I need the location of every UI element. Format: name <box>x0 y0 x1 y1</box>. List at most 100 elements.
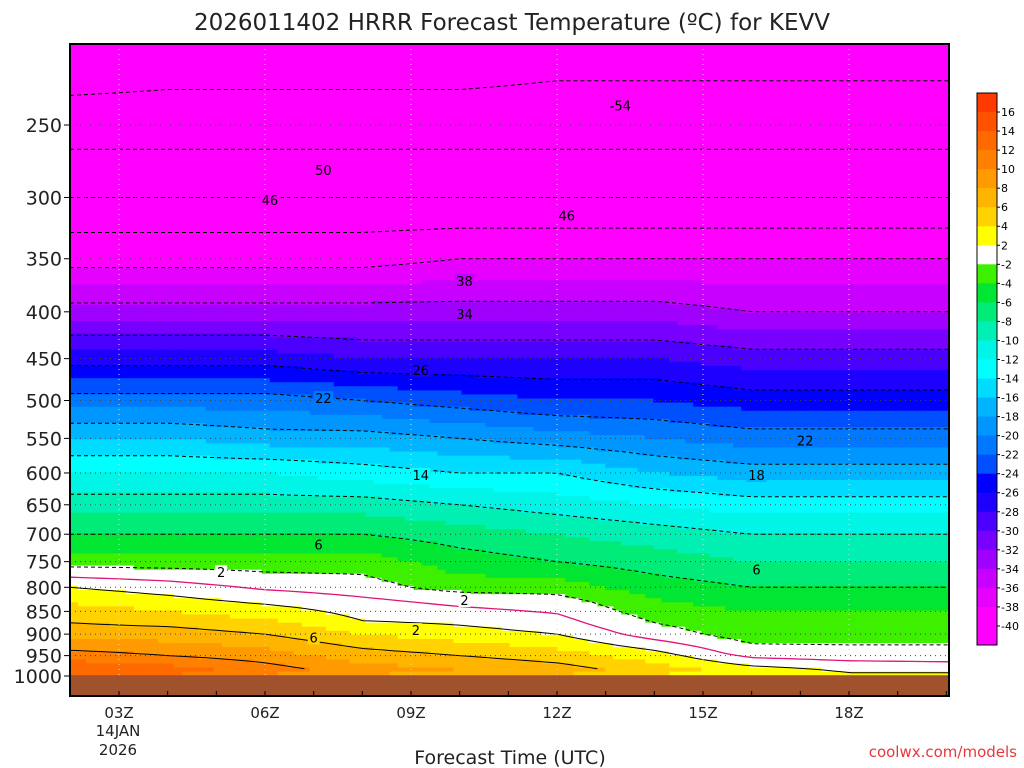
temperature-cell <box>261 439 271 444</box>
temperature-cell <box>277 280 287 286</box>
temperature-cell <box>117 48 127 53</box>
temperature-cell <box>117 602 127 607</box>
temperature-cell <box>101 524 111 530</box>
temperature-cell <box>277 158 287 163</box>
temperature-cell <box>269 109 279 114</box>
temperature-cell <box>253 215 263 220</box>
temperature-cell <box>157 427 167 432</box>
temperature-cell <box>181 129 191 135</box>
temperature-cell <box>189 361 199 367</box>
temperature-cell <box>269 239 279 245</box>
temperature-cell <box>117 533 127 538</box>
temperature-cell <box>301 162 311 167</box>
temperature-cell <box>85 235 95 241</box>
temperature-cell <box>133 125 143 131</box>
temperature-cell <box>85 117 95 123</box>
temperature-cell <box>70 64 79 70</box>
temperature-cell <box>125 88 135 94</box>
temperature-cell <box>301 528 311 534</box>
temperature-cell <box>205 439 215 444</box>
temperature-cell <box>133 402 143 408</box>
temperature-cell <box>285 231 295 237</box>
temperature-cell <box>117 471 127 477</box>
temperature-cell <box>229 512 239 518</box>
temperature-cell <box>125 541 135 546</box>
temperature-cell <box>109 561 119 567</box>
temperature-cell <box>109 370 119 375</box>
temperature-cell <box>133 451 143 457</box>
temperature-cell <box>109 312 119 318</box>
temperature-cell <box>277 647 287 652</box>
temperature-cell <box>221 174 231 180</box>
temperature-cell <box>117 235 127 241</box>
temperature-cell <box>221 549 231 554</box>
temperature-cell <box>285 651 295 656</box>
temperature-cell <box>109 308 119 314</box>
temperature-cell <box>221 341 231 347</box>
temperature-cell <box>205 565 215 571</box>
temperature-cell <box>317 105 327 110</box>
temperature-cell <box>85 72 95 78</box>
temperature-cell <box>109 614 119 620</box>
temperature-cell <box>293 565 303 571</box>
temperature-cell <box>157 317 167 322</box>
temperature-cell <box>173 431 183 436</box>
temperature-cell <box>173 72 183 78</box>
temperature-cell <box>93 280 103 286</box>
temperature-cell <box>253 280 263 286</box>
temperature-cell <box>277 410 287 416</box>
temperature-cell <box>309 618 319 624</box>
temperature-cell <box>317 117 327 123</box>
temperature-cell <box>109 198 119 204</box>
temperature-cell <box>237 341 247 347</box>
temperature-cell <box>309 44 319 49</box>
temperature-cell <box>101 219 111 224</box>
temperature-cell <box>189 219 199 224</box>
temperature-cell <box>309 512 319 518</box>
temperature-cell <box>133 455 143 461</box>
temperature-cell <box>101 345 111 351</box>
temperature-cell <box>101 357 111 363</box>
temperature-cell <box>93 398 103 404</box>
temperature-cell <box>213 581 223 587</box>
temperature-cell <box>189 439 199 444</box>
temperature-cell <box>301 255 311 261</box>
temperature-cell <box>157 655 167 660</box>
temperature-cell <box>165 113 175 118</box>
temperature-cell <box>293 488 303 493</box>
temperature-cell <box>189 504 199 510</box>
temperature-cell <box>237 638 247 644</box>
temperature-cell <box>261 651 271 656</box>
temperature-cell <box>197 565 207 571</box>
temperature-cell <box>269 537 279 542</box>
temperature-cell <box>301 370 311 375</box>
temperature-cell <box>309 361 319 367</box>
temperature-cell <box>277 264 287 269</box>
temperature-cell <box>309 528 319 534</box>
temperature-cell <box>93 247 103 253</box>
temperature-cell <box>117 614 127 620</box>
temperature-cell <box>237 162 247 167</box>
temperature-cell <box>205 480 215 485</box>
temperature-cell <box>85 64 95 70</box>
temperature-cell <box>189 109 199 114</box>
temperature-cell <box>285 647 295 652</box>
temperature-cell <box>197 215 207 220</box>
temperature-cell <box>293 386 303 391</box>
temperature-cell <box>197 410 207 416</box>
temperature-cell <box>85 44 95 49</box>
temperature-cell <box>125 243 135 249</box>
temperature-cell <box>157 235 167 241</box>
temperature-cell <box>213 561 223 567</box>
temperature-cell <box>229 500 239 506</box>
temperature-cell <box>189 630 199 636</box>
temperature-cell <box>253 541 263 546</box>
temperature-cell <box>101 361 111 367</box>
temperature-cell <box>261 659 271 664</box>
temperature-cell <box>221 467 231 473</box>
temperature-cell <box>229 614 239 620</box>
temperature-cell <box>181 56 191 61</box>
temperature-cell <box>133 333 143 338</box>
temperature-cell <box>261 435 271 440</box>
temperature-cell <box>237 488 247 493</box>
